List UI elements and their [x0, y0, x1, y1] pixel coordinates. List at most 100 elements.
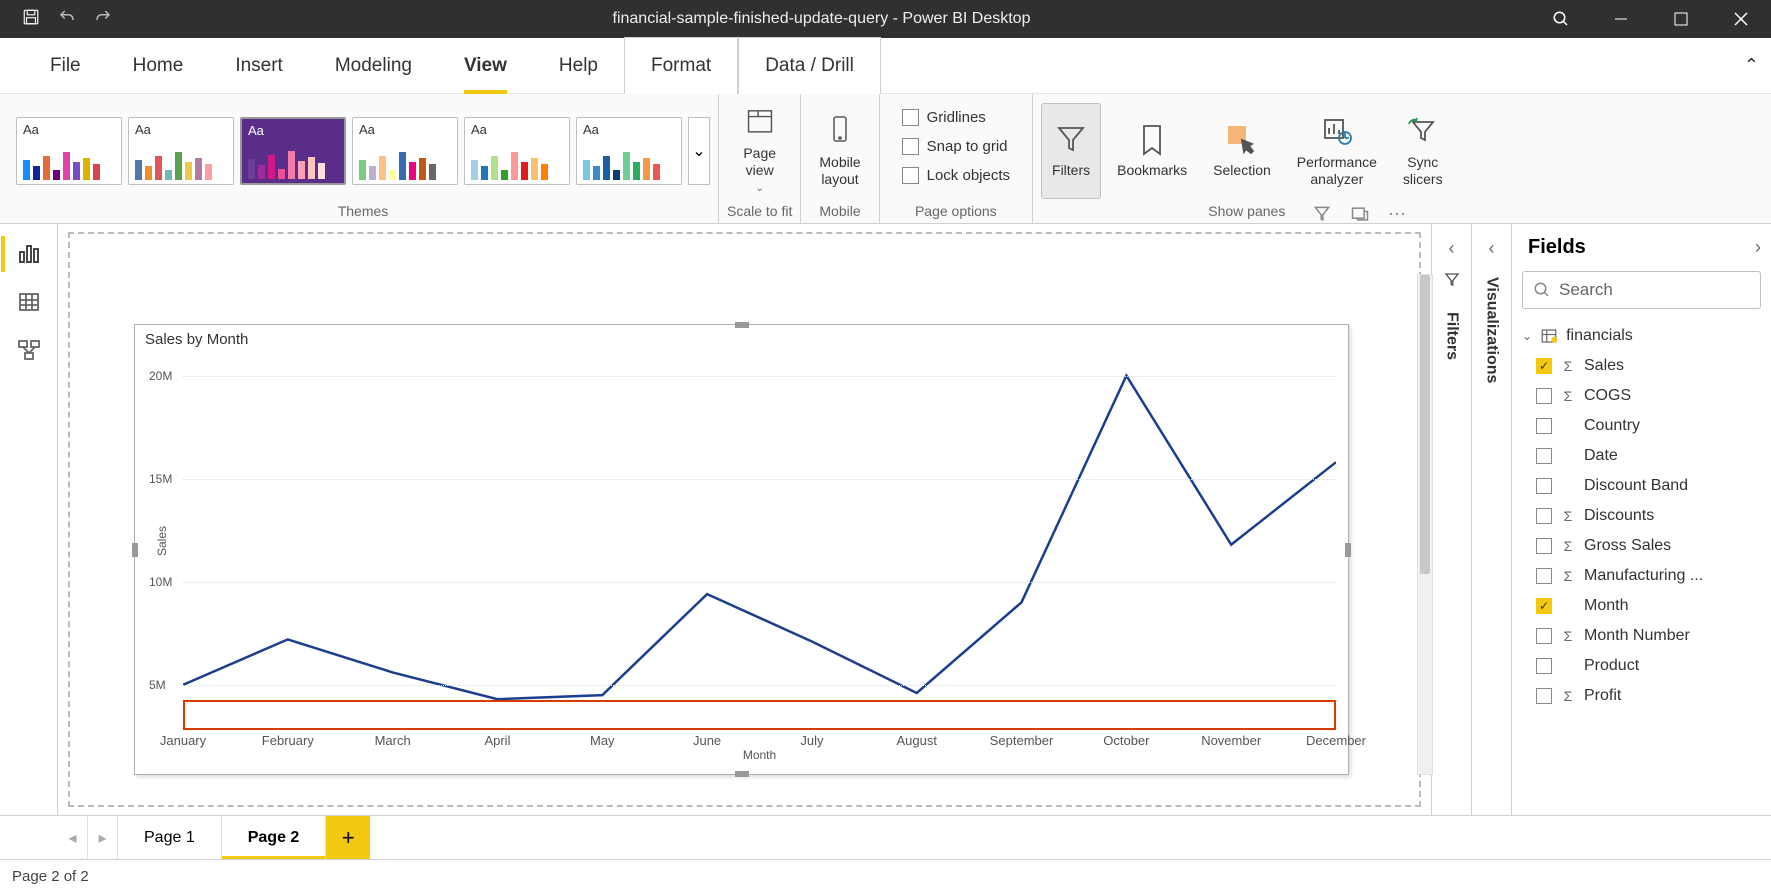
xtick-label: January	[160, 733, 206, 748]
filters-pane-collapsed[interactable]: ‹ Filters	[1431, 224, 1471, 815]
line-chart-visual[interactable]: Sales by Month Sales Month JanuaryFebrua…	[134, 324, 1349, 775]
xtick-label: December	[1306, 733, 1366, 748]
performance-analyzer-button[interactable]: Performance analyzer	[1287, 103, 1387, 199]
menu-item-format[interactable]: Format	[624, 37, 738, 94]
themes-group-label: Themes	[338, 203, 389, 219]
theme-swatch-3[interactable]: Aa	[352, 117, 458, 185]
menu-item-home[interactable]: Home	[107, 38, 210, 94]
fields-search-input[interactable]: Search	[1522, 271, 1761, 309]
tabs-next[interactable]: ▸	[88, 816, 118, 859]
visual-filter-icon[interactable]	[1312, 204, 1332, 229]
theme-swatch-2[interactable]: Aa	[240, 117, 346, 185]
menu-item-file[interactable]: File	[24, 38, 107, 94]
model-view-icon[interactable]	[17, 338, 41, 362]
tabs-prev[interactable]: ◂	[58, 816, 88, 859]
mobile-layout-button[interactable]: Mobile layout	[809, 103, 870, 199]
search-icon[interactable]	[1531, 10, 1591, 28]
field-gross-sales[interactable]: ΣGross Sales	[1518, 531, 1765, 561]
fields-table-financials[interactable]: ⌄financials	[1518, 321, 1765, 351]
xtick-label: June	[693, 733, 721, 748]
bookmarks-pane-button[interactable]: Bookmarks	[1107, 103, 1197, 199]
field-cogs[interactable]: ΣCOGS	[1518, 381, 1765, 411]
status-text: Page 2 of 2	[12, 868, 89, 885]
window-title: financial-sample-finished-update-query -…	[112, 10, 1531, 28]
ribbon: AaAaAaAaAaAa⌄ Themes Page view ⌄ Scale t…	[0, 94, 1771, 224]
report-canvas[interactable]: ⋯ Sales by Month Sales Month JanuaryFebr…	[68, 232, 1421, 807]
menu-item-data---drill[interactable]: Data / Drill	[738, 37, 881, 94]
field-profit[interactable]: ΣProfit	[1518, 681, 1765, 711]
xtick-label: April	[484, 733, 510, 748]
theme-swatch-0[interactable]: Aa	[16, 117, 122, 185]
filters-pane-label: Filters	[1443, 312, 1461, 360]
snap-to-grid-checkbox[interactable]: Snap to grid	[898, 135, 1012, 158]
field-month[interactable]: Month	[1518, 591, 1765, 621]
undo-icon[interactable]	[58, 8, 76, 31]
minimize-button[interactable]	[1591, 0, 1651, 38]
visualizations-pane-label: Visualizations	[1483, 277, 1501, 383]
field-month-number[interactable]: ΣMonth Number	[1518, 621, 1765, 651]
theme-swatch-1[interactable]: Aa	[128, 117, 234, 185]
lock-objects-checkbox[interactable]: Lock objects	[898, 164, 1014, 187]
mobile-group-label: Mobile	[819, 203, 860, 219]
add-page-button[interactable]: +	[326, 816, 370, 859]
titlebar: financial-sample-finished-update-query -…	[0, 0, 1771, 38]
xtick-label: February	[262, 733, 314, 748]
chart-xlabel: Month	[743, 748, 776, 762]
scale-group-label: Scale to fit	[727, 203, 792, 219]
expand-fields-icon[interactable]: ›	[1755, 237, 1761, 258]
report-view-icon[interactable]	[17, 242, 41, 266]
save-icon[interactable]	[22, 8, 40, 31]
menu-item-view[interactable]: View	[438, 38, 533, 94]
page-view-button[interactable]: Page view ⌄	[732, 103, 788, 199]
expand-filters-icon[interactable]: ‹	[1449, 238, 1455, 259]
page-tab-page-1[interactable]: Page 1	[118, 816, 222, 859]
fields-pane: Fields › Search ⌄financialsΣSalesΣCOGSCo…	[1511, 224, 1771, 815]
theme-swatch-4[interactable]: Aa	[464, 117, 570, 185]
close-button[interactable]	[1711, 0, 1771, 38]
chart-plot-area: Sales Month JanuaryFebruaryMarchAprilMay…	[183, 355, 1336, 726]
themes-dropdown[interactable]: ⌄	[688, 117, 710, 185]
theme-swatch-5[interactable]: Aa	[576, 117, 682, 185]
more-options-icon[interactable]: ⋯	[1388, 204, 1409, 229]
xtick-label: October	[1103, 733, 1149, 748]
ytick-label: 10M	[149, 575, 172, 589]
maximize-button[interactable]	[1651, 0, 1711, 38]
menu-item-help[interactable]: Help	[533, 38, 624, 94]
report-canvas-wrap: ⋯ Sales by Month Sales Month JanuaryFebr…	[58, 224, 1431, 815]
field-sales[interactable]: ΣSales	[1518, 351, 1765, 381]
gridlines-checkbox[interactable]: Gridlines	[898, 106, 990, 129]
redo-icon[interactable]	[94, 8, 112, 31]
visualizations-pane-collapsed[interactable]: ‹ Visualizations	[1471, 224, 1511, 815]
xtick-label: September	[990, 733, 1054, 748]
show-panes-group-label: Show panes	[1208, 203, 1285, 219]
ytick-label: 20M	[149, 369, 172, 383]
page-options-group-label: Page options	[915, 203, 997, 219]
field-manufacturing----[interactable]: ΣManufacturing ...	[1518, 561, 1765, 591]
fields-pane-title: Fields	[1528, 236, 1586, 259]
xtick-label: November	[1201, 733, 1261, 748]
data-view-icon[interactable]	[17, 290, 41, 314]
menu-item-insert[interactable]: Insert	[209, 38, 309, 94]
field-date[interactable]: Date	[1518, 441, 1765, 471]
field-discount-band[interactable]: Discount Band	[1518, 471, 1765, 501]
status-bar: Page 2 of 2	[0, 859, 1771, 893]
field-product[interactable]: Product	[1518, 651, 1765, 681]
expand-viz-icon[interactable]: ‹	[1489, 238, 1495, 259]
ytick-label: 5M	[149, 678, 166, 692]
filters-pane-button[interactable]: Filters	[1041, 103, 1101, 199]
field-discounts[interactable]: ΣDiscounts	[1518, 501, 1765, 531]
collapse-ribbon-icon[interactable]: ⌃	[1744, 55, 1759, 76]
left-nav-rail	[0, 224, 58, 815]
chart-ylabel: Sales	[155, 525, 169, 555]
page-tab-page-2[interactable]: Page 2	[222, 816, 327, 859]
sync-slicers-button[interactable]: Sync slicers	[1393, 103, 1453, 199]
page-tabs: ◂ ▸ Page 1Page 2 +	[0, 815, 1771, 859]
canvas-scrollbar[interactable]	[1417, 274, 1433, 775]
filters-pane-icon	[1443, 271, 1461, 294]
field-country[interactable]: Country	[1518, 411, 1765, 441]
selection-pane-button[interactable]: Selection	[1203, 103, 1281, 199]
focus-mode-icon[interactable]	[1350, 204, 1370, 229]
ytick-label: 15M	[149, 472, 172, 486]
menu-item-modeling[interactable]: Modeling	[309, 38, 438, 94]
xtick-label: August	[896, 733, 936, 748]
